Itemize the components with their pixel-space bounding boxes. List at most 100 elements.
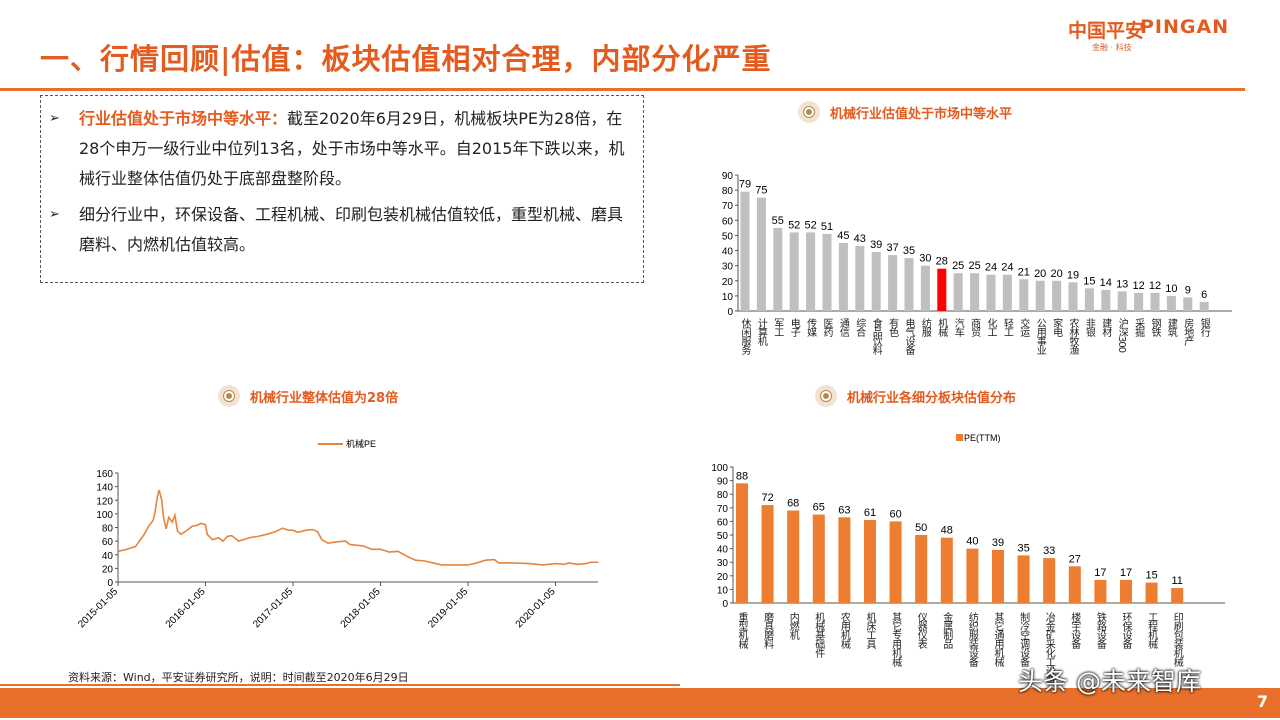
category-label: 机床工具 bbox=[864, 612, 875, 648]
category-label: 非银 bbox=[1083, 318, 1095, 336]
category-label: 综合 bbox=[853, 318, 865, 336]
section-bullet-icon bbox=[815, 385, 837, 407]
section-bullet-icon bbox=[218, 385, 240, 407]
data-label: 37 bbox=[886, 242, 898, 254]
category-label: 印刷包装机械 bbox=[1171, 612, 1183, 666]
bar bbox=[1035, 280, 1045, 311]
footer-line bbox=[0, 684, 680, 686]
data-label: 24 bbox=[1001, 262, 1013, 274]
y-tick-label: 60 bbox=[102, 537, 114, 548]
bar bbox=[920, 265, 930, 311]
data-label: 39 bbox=[870, 239, 882, 251]
pe-line bbox=[117, 489, 599, 566]
bar bbox=[787, 510, 800, 603]
bar bbox=[1134, 292, 1144, 311]
y-tick-label: 0 bbox=[722, 599, 728, 610]
logo-en: PINGAN bbox=[1140, 16, 1230, 38]
bar bbox=[1120, 579, 1132, 603]
data-label: 51 bbox=[821, 221, 833, 233]
category-label: 楼宇设备 bbox=[1068, 612, 1080, 648]
chart-title-text: 机械行业整体估值为28倍 bbox=[250, 390, 399, 406]
y-tick-label: 10 bbox=[722, 292, 734, 303]
data-label: 13 bbox=[1116, 278, 1128, 290]
data-label: 20 bbox=[1050, 268, 1062, 280]
bar bbox=[740, 191, 750, 311]
data-label: 30 bbox=[919, 253, 931, 265]
category-label: 采掘 bbox=[1132, 318, 1144, 336]
category-label: 机械 bbox=[935, 318, 947, 336]
data-label: 6 bbox=[1201, 289, 1207, 301]
y-tick-label: 40 bbox=[102, 551, 114, 562]
category-label: 建筑 bbox=[1165, 318, 1177, 336]
y-tick-label: 40 bbox=[717, 545, 729, 556]
y-tick-label: 20 bbox=[102, 564, 114, 575]
category-label: 制冷空调设备 bbox=[1017, 612, 1029, 666]
bar bbox=[904, 258, 914, 311]
category-label: 纺服 bbox=[919, 318, 931, 336]
category-label: 其它通用机械 bbox=[992, 612, 1003, 666]
data-label: 10 bbox=[1165, 283, 1177, 295]
category-label: 通信 bbox=[837, 318, 849, 336]
data-label: 35 bbox=[1017, 542, 1029, 554]
y-tick-label: 60 bbox=[717, 517, 729, 528]
bar bbox=[1150, 292, 1160, 311]
category-label: 钢铁 bbox=[1149, 318, 1160, 336]
data-label: 25 bbox=[968, 260, 980, 272]
arrow-bullet-icon: ➢ bbox=[49, 111, 60, 126]
bar bbox=[789, 232, 799, 311]
chart-title-text: 机械行业估值处于市场中等水平 bbox=[830, 106, 1013, 122]
category-label: 商贸 bbox=[968, 318, 980, 336]
data-label: 39 bbox=[992, 537, 1004, 549]
data-label: 19 bbox=[1067, 269, 1079, 281]
data-label: 33 bbox=[1043, 545, 1055, 557]
y-tick-label: 80 bbox=[102, 524, 114, 535]
data-label: 20 bbox=[1034, 268, 1046, 280]
data-label: 25 bbox=[952, 260, 964, 272]
logo-subtitle: 金融 · 科技 bbox=[1092, 43, 1132, 52]
data-label: 14 bbox=[1100, 277, 1112, 289]
legend-label: 机械PE bbox=[346, 438, 376, 449]
data-label: 79 bbox=[739, 179, 751, 191]
summary-box: ➢ 行业估值处于市场中等水平：截至2020年6月29日，机械板块PE为28倍，在2… bbox=[40, 95, 644, 283]
bar bbox=[822, 233, 832, 311]
bar bbox=[1068, 282, 1078, 311]
data-label: 50 bbox=[915, 522, 927, 534]
data-label: 35 bbox=[903, 245, 915, 257]
category-label: 农林牧渔 bbox=[1067, 318, 1078, 354]
category-label: 重型机械 bbox=[736, 612, 747, 648]
category-label: 纺织服装设备 bbox=[966, 612, 978, 666]
legend-swatch bbox=[956, 434, 963, 441]
bar bbox=[812, 514, 825, 603]
category-label: 内燃机 bbox=[787, 612, 799, 639]
bar bbox=[888, 255, 898, 311]
bar bbox=[773, 227, 783, 311]
y-tick-label: 50 bbox=[717, 531, 729, 542]
bar bbox=[1117, 291, 1127, 311]
y-tick-label: 140 bbox=[96, 483, 113, 494]
bar bbox=[1019, 279, 1029, 311]
bar bbox=[986, 274, 996, 311]
data-label: 24 bbox=[985, 262, 997, 274]
category-label: 其它专用机械 bbox=[889, 612, 901, 666]
category-label: 仪器仪表 bbox=[915, 612, 927, 648]
category-label: 磨具磨料 bbox=[761, 612, 773, 648]
category-label: 医药 bbox=[821, 318, 832, 336]
data-label: 55 bbox=[772, 215, 784, 227]
category-label: 电子 bbox=[788, 318, 800, 336]
y-tick-label: 0 bbox=[727, 307, 733, 318]
data-label: 43 bbox=[854, 233, 866, 245]
category-label: 交运 bbox=[1017, 318, 1029, 336]
category-label: 传媒 bbox=[804, 318, 816, 336]
data-label: 27 bbox=[1069, 553, 1081, 565]
category-label: 环保设备 bbox=[1120, 612, 1131, 648]
summary-text: 细分行业中，环保设备、工程机械、印刷包装机械估值较低，重型机械、磨具磨料、内燃机… bbox=[79, 205, 624, 254]
y-tick-label: 30 bbox=[722, 262, 734, 273]
y-tick-label: 80 bbox=[722, 186, 734, 197]
page-title: 一、行情回顾|估值：板块估值相对合理，内部分化严重 bbox=[40, 42, 772, 76]
category-label: 冶金矿采化工设备 bbox=[1043, 612, 1055, 684]
page-number: 7 bbox=[1256, 692, 1268, 711]
y-tick-label: 20 bbox=[722, 277, 734, 288]
y-tick-label: 90 bbox=[722, 171, 734, 182]
y-tick-label: 160 bbox=[96, 469, 113, 480]
